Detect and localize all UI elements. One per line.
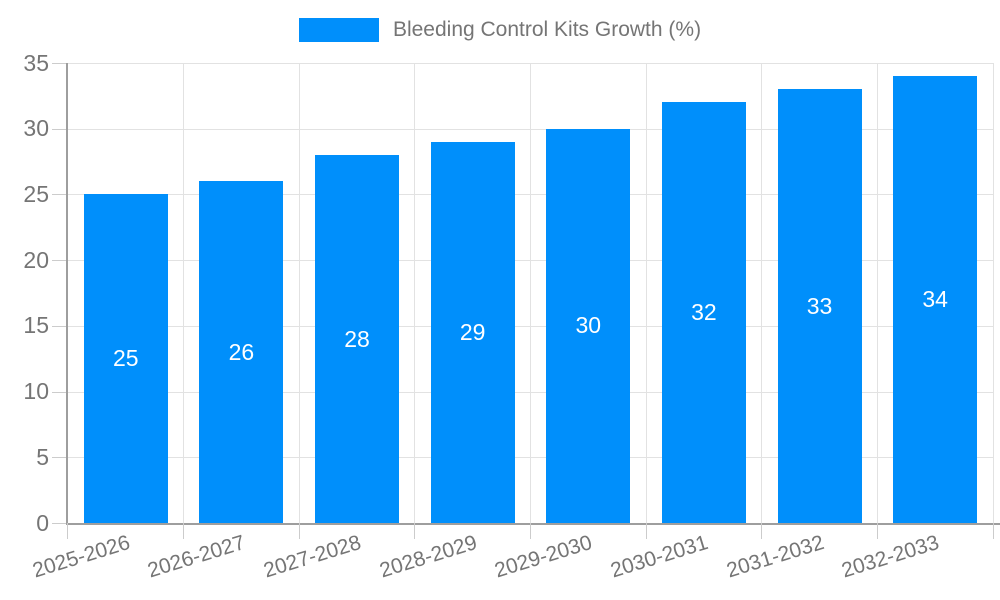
bar-2029-2030: 30: [546, 128, 631, 523]
x-tick: [67, 523, 68, 539]
bar-2025-2026: 25: [83, 194, 168, 523]
plot-area: 0 5 10 15 20 25 30 35 25 2025-2026 26 2026-2027 28 20…: [23, 51, 1000, 582]
y-tick: [52, 194, 66, 196]
bar-value-label: 29: [459, 318, 486, 345]
y-tick: [52, 63, 66, 64]
x-tick: [298, 523, 300, 539]
x-gridline: [876, 63, 878, 523]
y-axis-label: 25: [23, 180, 49, 207]
x-gridline: [645, 63, 647, 523]
x-tick: [645, 523, 647, 539]
x-tick: [530, 523, 531, 539]
bar-2032-2033: 34: [893, 76, 978, 523]
bar-value-label: 25: [113, 345, 139, 372]
y-axis-label: 0: [36, 509, 49, 536]
y-axis-label: 10: [23, 378, 49, 405]
x-gridline: [414, 63, 416, 523]
y-tick: [52, 391, 66, 393]
y-axis-label: 5: [36, 443, 49, 470]
bar-value-label: 32: [691, 299, 717, 326]
y-tick: [52, 128, 66, 130]
bar-2027-2028: 28: [315, 155, 400, 523]
x-tick: [183, 523, 185, 539]
x-gridline: [992, 63, 994, 523]
y-tick: [52, 260, 66, 262]
y-axis-label: 35: [23, 49, 49, 76]
x-gridline: [298, 63, 300, 523]
x-gridline: [530, 63, 531, 523]
x-tick: [414, 523, 416, 539]
bar-value-label: 33: [806, 292, 833, 319]
y-axis-line: [66, 63, 68, 523]
x-tick: [761, 523, 763, 539]
x-axis-line: [66, 523, 1000, 525]
legend-label: Bleeding Control Kits Growth (%): [392, 18, 702, 41]
bar-2030-2031: 32: [661, 102, 746, 523]
bar-2028-2029: 29: [430, 141, 515, 523]
x-gridline: [761, 63, 763, 523]
x-tick: [876, 523, 878, 539]
y-axis-label: 15: [23, 312, 49, 339]
bar-value-label: 26: [228, 338, 255, 365]
chart-legend: Bleeding Control Kits Growth (%): [0, 18, 1000, 42]
y-tick: [52, 457, 66, 459]
y-tick: [52, 325, 66, 327]
x-gridline: [183, 63, 185, 523]
x-tick: [992, 523, 994, 539]
bar-value-label: 28: [344, 325, 370, 352]
bar-value-label: 34: [922, 286, 948, 313]
y-axis-label: 30: [23, 115, 49, 142]
y-tick: [52, 523, 66, 524]
bar-2026-2027: 26: [199, 181, 284, 523]
bar-value-label: 30: [575, 312, 602, 339]
y-axis-label: 20: [23, 246, 49, 273]
legend-swatch: [298, 18, 379, 42]
bar-2031-2032: 33: [777, 89, 862, 523]
